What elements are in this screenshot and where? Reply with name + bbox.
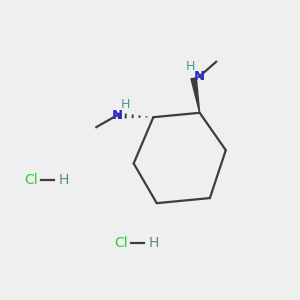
Polygon shape bbox=[191, 78, 200, 113]
Text: H: H bbox=[185, 60, 195, 74]
Text: H: H bbox=[148, 236, 159, 250]
Text: H: H bbox=[121, 98, 130, 111]
Text: H: H bbox=[58, 173, 69, 187]
Text: Cl: Cl bbox=[114, 236, 128, 250]
Text: N: N bbox=[194, 70, 205, 83]
Text: Cl: Cl bbox=[24, 173, 38, 187]
Text: N: N bbox=[112, 109, 123, 122]
